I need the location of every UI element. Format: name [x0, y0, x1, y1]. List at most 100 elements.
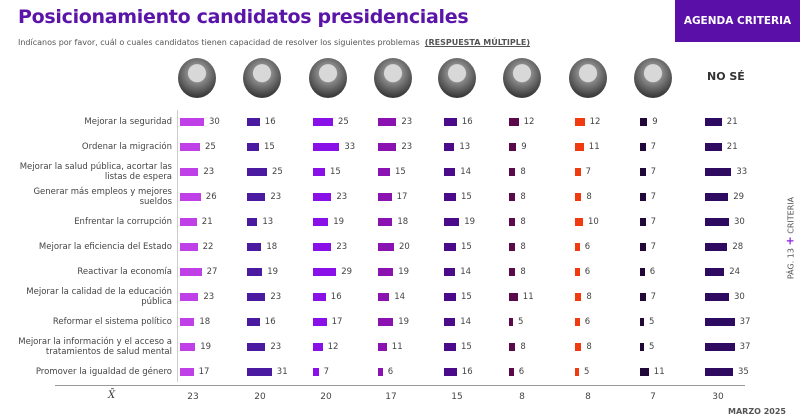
- bar: [640, 243, 646, 251]
- bar: [509, 318, 513, 326]
- data-label: 16: [330, 292, 342, 302]
- data-label: 23: [270, 292, 282, 302]
- data-label: 8: [520, 192, 526, 202]
- data-label: 10: [588, 217, 599, 227]
- data-label: 29: [341, 267, 353, 277]
- data-label: 5: [649, 317, 655, 327]
- data-label: 19: [398, 317, 410, 327]
- row-label: Mejorar la eficiencia del Estado: [38, 242, 172, 252]
- bar: [640, 293, 646, 301]
- bar: [180, 368, 194, 376]
- row-label: Generar más empleos y mejores sueldos: [33, 187, 172, 207]
- data-label: 28: [732, 242, 744, 252]
- data-label: 16: [461, 367, 473, 377]
- brand-badge: AGENDA CRITERIA: [675, 0, 800, 42]
- data-label: 6: [584, 242, 591, 252]
- bar: [247, 343, 266, 351]
- bar: [705, 268, 725, 276]
- data-label: 37: [739, 342, 751, 352]
- data-label: 9: [652, 117, 658, 127]
- candidate-photo-1: [178, 58, 216, 98]
- data-label: 21: [726, 117, 738, 127]
- bar: [180, 168, 199, 176]
- data-label: 12: [589, 117, 601, 127]
- data-label: 23: [336, 192, 348, 202]
- bar: [180, 293, 199, 301]
- bar: [705, 118, 722, 126]
- data-label: 18: [266, 242, 278, 252]
- data-label: 5: [584, 367, 590, 377]
- bar: [378, 118, 397, 126]
- bar: [509, 293, 518, 301]
- data-label: 6: [649, 267, 656, 277]
- bar: [444, 268, 456, 276]
- data-label: 23: [401, 117, 413, 127]
- data-label: 7: [650, 167, 657, 177]
- bar: [313, 343, 323, 351]
- bar: [444, 218, 460, 226]
- bar: [575, 193, 582, 201]
- data-label: 7: [650, 142, 657, 152]
- data-label: 27: [206, 267, 218, 277]
- data-label: 11: [522, 292, 534, 302]
- bar: [180, 218, 197, 226]
- candidate-photo-4: [374, 58, 412, 98]
- bar: [575, 318, 580, 326]
- bar: [180, 318, 195, 326]
- bar: [378, 243, 394, 251]
- mean-value: 7: [650, 392, 656, 402]
- mean-value: 15: [451, 392, 463, 402]
- data-label: 15: [461, 292, 472, 302]
- data-label: 9: [521, 142, 527, 152]
- data-label: 17: [331, 317, 343, 327]
- data-label: 11: [653, 367, 665, 377]
- bar: [180, 343, 196, 351]
- data-label: 8: [520, 267, 526, 277]
- bar: [180, 193, 201, 201]
- data-label: 6: [584, 317, 591, 327]
- bar: [575, 218, 583, 226]
- bar: [180, 118, 204, 126]
- date: MARZO 2025: [728, 407, 786, 416]
- bar: [705, 143, 722, 151]
- bar: [378, 168, 390, 176]
- bar: [705, 193, 729, 201]
- bar: [247, 193, 266, 201]
- bar: [313, 143, 340, 151]
- data-label: 13: [459, 142, 471, 152]
- bar: [313, 118, 333, 126]
- mean-value: 17: [385, 392, 397, 402]
- mean-value: 30: [712, 392, 724, 402]
- page-title: Posicionamiento candidatos presidenciale…: [18, 6, 469, 28]
- data-label: 15: [461, 342, 472, 352]
- data-label: 14: [394, 292, 406, 302]
- row-label: Mejorar la seguridad: [84, 117, 172, 127]
- bar: [705, 343, 735, 351]
- bar: [575, 368, 579, 376]
- data-label: 31: [276, 367, 288, 377]
- data-label: 8: [520, 217, 526, 227]
- mean-value: 8: [519, 392, 525, 402]
- bar: [640, 193, 646, 201]
- data-label: 7: [585, 167, 592, 177]
- bar: [705, 243, 728, 251]
- data-label: 13: [262, 217, 274, 227]
- bar: [180, 143, 200, 151]
- bar: [378, 343, 387, 351]
- data-label: 33: [736, 167, 748, 177]
- bar: [575, 343, 582, 351]
- bar: [444, 368, 457, 376]
- data-label: 19: [398, 267, 410, 277]
- mean-value: 8: [585, 392, 591, 402]
- page-marker: PÁG. 13 + CRITERIA: [784, 197, 797, 279]
- bar: [705, 368, 733, 376]
- bar: [509, 218, 516, 226]
- data-label: 17: [198, 367, 210, 377]
- bar: [705, 218, 729, 226]
- bar: [705, 318, 735, 326]
- data-label: 7: [323, 367, 330, 377]
- data-label: 16: [461, 117, 473, 127]
- data-label: 5: [649, 342, 655, 352]
- bar: [640, 168, 646, 176]
